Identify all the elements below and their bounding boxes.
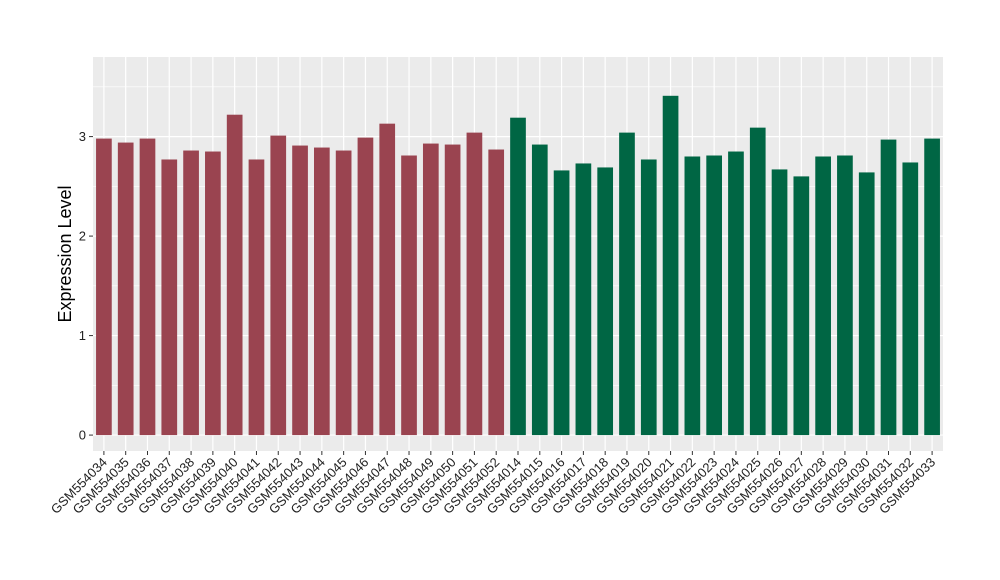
bar-GSM554019 (619, 132, 635, 436)
bar-GSM554030 (858, 172, 875, 436)
bar-GSM554039 (205, 151, 221, 436)
bar-GSM554049 (422, 143, 439, 436)
bar-GSM554033 (924, 138, 940, 436)
y-axis-ticks: 0 1 2 3 (79, 129, 93, 443)
bar-GSM554022 (684, 156, 701, 436)
bar-GSM554035 (117, 142, 134, 436)
bar-GSM554027 (793, 176, 810, 436)
bar-GSM554026 (771, 169, 788, 436)
bar-GSM554021 (662, 95, 679, 436)
bar-GSM554051 (466, 132, 483, 436)
bar-GSM554016 (553, 170, 570, 436)
y-tick-label: 2 (79, 229, 86, 244)
bar-GSM554015 (531, 144, 548, 436)
bar-GSM554052 (488, 149, 505, 436)
bar-GSM554043 (292, 145, 308, 436)
bar-GSM554047 (379, 123, 396, 436)
bar-GSM554037 (161, 159, 178, 436)
bar-GSM554023 (706, 155, 722, 436)
x-axis-ticks: GSM554034GSM554035GSM554036GSM554037GSM5… (48, 451, 938, 517)
bar-GSM554048 (401, 155, 417, 436)
bar-GSM554025 (749, 127, 766, 436)
bar-GSM554038 (183, 150, 199, 436)
bar-GSM554032 (902, 162, 919, 436)
bars (96, 95, 940, 436)
bar-GSM554042 (270, 135, 287, 436)
y-tick-label: 1 (79, 328, 86, 343)
bar-GSM554014 (510, 117, 526, 436)
bar-GSM554017 (575, 163, 592, 436)
y-tick-label: 0 (79, 428, 86, 443)
bar-GSM554050 (444, 144, 461, 436)
bar-GSM554040 (226, 114, 243, 436)
bar-GSM554041 (248, 159, 265, 436)
y-tick-label: 3 (79, 129, 86, 144)
bar-GSM554034 (96, 138, 112, 436)
bar-GSM554036 (139, 138, 156, 436)
bar-GSM554046 (357, 137, 374, 436)
bar-GSM554018 (597, 167, 614, 436)
bar-GSM554024 (728, 151, 744, 436)
bar-GSM554045 (335, 150, 352, 436)
bar-GSM554028 (815, 156, 831, 436)
y-axis-title: Expression Level (55, 185, 75, 322)
bar-GSM554029 (837, 155, 853, 436)
bar-GSM554020 (640, 159, 657, 436)
bar-GSM554031 (880, 139, 897, 436)
bar-GSM554044 (314, 147, 330, 436)
